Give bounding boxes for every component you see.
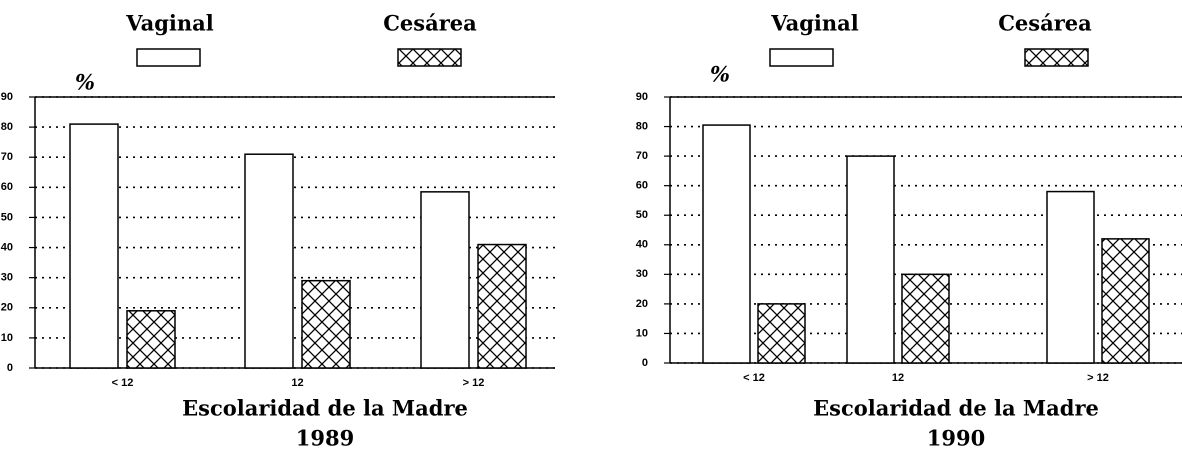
x-tick-label: 12 [892, 372, 904, 384]
legend-swatch [397, 48, 462, 67]
x-tick-label: > 12 [1087, 372, 1109, 384]
y-tick-label: 10 [1, 332, 13, 344]
y-tick-label: 80 [1, 121, 13, 133]
y-tick-label: 50 [636, 209, 648, 221]
chart-title: 1989 [296, 426, 354, 451]
bar [301, 279, 351, 369]
legend-label: Vaginal [770, 11, 859, 36]
y-tick-label: 0 [7, 362, 13, 374]
x-tick-label: < 12 [743, 372, 765, 384]
y-tick-label: 50 [1, 211, 13, 223]
y-tick-label: 70 [1, 151, 13, 163]
bar [1101, 238, 1150, 364]
bar [126, 310, 176, 369]
legend-label: Cesárea [998, 11, 1092, 36]
y-axis-label: % [710, 62, 730, 87]
legend-label: Cesárea [383, 11, 477, 36]
bar [477, 243, 527, 369]
y-tick-label: 90 [1, 91, 13, 103]
y-axis-label: % [75, 70, 95, 95]
bar [901, 273, 950, 364]
y-tick-label: 0 [642, 357, 648, 369]
chart-title: 1990 [927, 426, 985, 451]
bar [244, 153, 294, 369]
legend-swatch [1024, 48, 1089, 67]
y-tick-label: 40 [636, 239, 648, 251]
y-tick-label: 10 [636, 327, 648, 339]
bar [1046, 190, 1095, 364]
y-tick-label: 80 [636, 120, 648, 132]
bar [702, 124, 751, 364]
y-tick-label: 60 [636, 180, 648, 192]
x-tick-label: 12 [291, 377, 303, 389]
legend-swatch [769, 48, 834, 67]
y-tick-label: 60 [1, 181, 13, 193]
y-tick-label: 40 [1, 241, 13, 253]
x-tick-label: < 12 [112, 377, 134, 389]
legend-label: Vaginal [125, 11, 214, 36]
x-tick-label: > 12 [463, 377, 485, 389]
y-tick-label: 30 [636, 268, 648, 280]
y-tick-label: 30 [1, 272, 13, 284]
y-tick-label: 20 [1, 302, 13, 314]
x-axis-label: Escolaridad de la Madre [813, 396, 1099, 421]
x-axis-label: Escolaridad de la Madre [182, 396, 468, 421]
y-tick-label: 20 [636, 298, 648, 310]
bar [757, 303, 806, 364]
legend-swatch [136, 48, 201, 67]
y-tick-label: 70 [636, 150, 648, 162]
y-tick-label: 90 [636, 91, 648, 103]
bar [846, 155, 895, 364]
bar [420, 191, 470, 369]
bar [69, 123, 119, 369]
